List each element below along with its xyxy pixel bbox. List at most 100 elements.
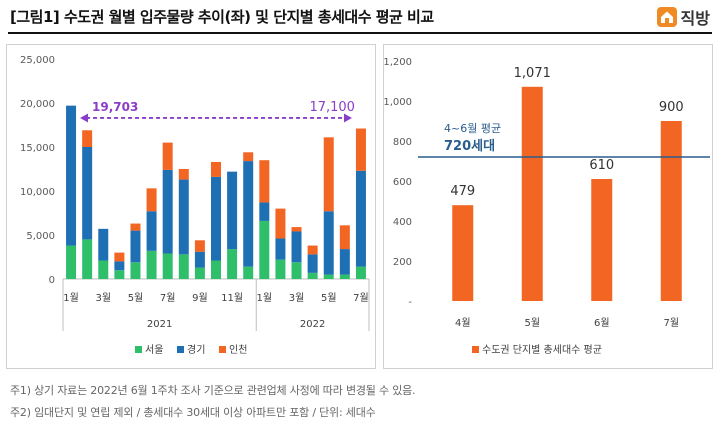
monthly-supply-chart: 0 5,000 10,000 15,000 20,000 25,000 1월 3월 5월 7월 9월…	[20, 55, 370, 356]
bar-avg-units	[591, 179, 613, 301]
bar-인천	[211, 161, 221, 177]
x-tick-label: 5월	[128, 292, 144, 304]
bar-인천	[307, 245, 318, 255]
y-tick-label: 1,200	[384, 57, 412, 68]
first-total-label: 19,703	[92, 100, 138, 114]
bar-서울	[114, 270, 125, 279]
avg-units-chart: - 200 400 600 800 1,000 1,200 479 4월 1,071 5월 610 6월…	[383, 57, 710, 356]
x-tick-label: 9월	[192, 292, 208, 304]
legend-swatch-인천	[219, 346, 226, 353]
bar-서울	[259, 220, 270, 279]
average-label-line1: 4~6월 평균	[444, 122, 501, 135]
data-label: 479	[450, 184, 475, 199]
legend-swatch-avg-units	[472, 346, 479, 353]
legend-swatch-경기	[177, 346, 184, 353]
x-tick-label: 3월	[289, 292, 305, 304]
bar-서울	[146, 250, 157, 279]
y-tick-label: 25,000	[20, 55, 55, 66]
legend-label-avg-units: 수도권 단지별 총세대수 평균	[482, 344, 602, 356]
bar-경기	[146, 211, 157, 251]
brand-name: 직방	[680, 9, 710, 28]
bar-경기	[162, 169, 173, 254]
bar-서울	[275, 259, 286, 279]
bar-경기	[66, 105, 77, 246]
bar-서울	[66, 245, 77, 279]
footnote-1: 주1) 상기 자료는 2022년 6월 1주차 조사 기준으로 관련업체 사정에…	[10, 384, 416, 397]
bar-인천	[323, 137, 334, 212]
x-tick-label: 7월	[353, 292, 369, 304]
last-total-label: 17,100	[309, 100, 355, 115]
legend-label-서울: 서울	[145, 344, 163, 356]
bar-경기	[211, 176, 221, 261]
legend-label-인천: 인천	[229, 344, 247, 356]
y-tick-label: 0	[49, 275, 55, 286]
x-tick-label: 7월	[663, 317, 679, 329]
bar-인천	[355, 128, 366, 171]
x-tick-label: 5월	[321, 292, 337, 304]
x-tick-label: 1월	[257, 292, 273, 304]
bar-인천	[146, 188, 157, 212]
y-tick-label: 5,000	[26, 231, 55, 242]
bar-인천	[339, 225, 350, 250]
bar-경기	[243, 161, 254, 267]
average-label-line2: 720세대	[444, 139, 495, 154]
avg-units-chart-panel: - 200 400 600 800 1,000 1,200 479 4월 1,071 5월 610 6월…	[383, 44, 713, 369]
bar-경기	[98, 228, 109, 261]
bar-경기	[275, 238, 286, 260]
y-tick-label: 10,000	[20, 187, 55, 198]
bar-인천	[82, 130, 93, 147]
bar-서울	[243, 266, 254, 279]
monthly-supply-chart-panel: 0 5,000 10,000 15,000 20,000 25,000 1월 3월 5월 7월 9월…	[6, 44, 376, 369]
bar-인천	[275, 208, 286, 239]
figure-title: [그림1] 수도권 월별 입주물량 추이(좌) 및 단지별 총세대수 평균 비교	[10, 8, 434, 26]
bar-서울	[227, 249, 238, 279]
arrow-head-left-icon	[80, 113, 89, 123]
bar-경기	[114, 261, 125, 271]
x-tick-label: 5월	[524, 317, 540, 329]
bar-서울	[130, 262, 141, 279]
year-label: 2022	[300, 319, 325, 330]
bar-경기	[259, 202, 270, 221]
arrow-head-right-icon	[343, 113, 352, 123]
x-tick-label: 6월	[594, 317, 610, 329]
bar-서울	[355, 266, 366, 279]
bar-서울	[194, 267, 205, 279]
bar-인천	[259, 160, 270, 203]
y-tick-label: -	[408, 297, 412, 308]
bar-서울	[339, 274, 350, 279]
y-tick-label: 600	[393, 177, 412, 188]
bar-경기	[227, 171, 238, 250]
bar-인천	[178, 169, 189, 180]
x-tick-label: 11월	[221, 292, 243, 304]
x-tick-label: 1월	[63, 292, 79, 304]
bar-서울	[162, 253, 173, 279]
bar-인천	[291, 227, 302, 232]
data-label: 610	[589, 158, 614, 173]
data-label: 900	[659, 100, 684, 115]
bar-인천	[114, 252, 125, 262]
bar-avg-units	[521, 86, 543, 301]
footnote-2: 주2) 임대단지 및 연립 제외 / 총세대수 30세대 이상 아파트만 포함 …	[10, 406, 376, 419]
data-label: 1,071	[514, 66, 551, 81]
y-tick-label: 15,000	[20, 143, 55, 154]
bar-인천	[243, 152, 254, 162]
house-logo-icon	[656, 7, 677, 27]
bar-경기	[291, 231, 302, 263]
bar-경기	[178, 179, 189, 255]
y-tick-label: 400	[393, 217, 412, 228]
y-tick-label: 20,000	[20, 99, 55, 110]
bar-경기	[82, 147, 93, 240]
brand-logo: 직방	[656, 4, 710, 30]
x-tick-label: 7월	[160, 292, 176, 304]
legend-label-경기: 경기	[187, 343, 205, 356]
legend-swatch-서울	[135, 346, 142, 353]
title-divider	[8, 32, 712, 34]
bar-서울	[291, 262, 302, 279]
bar-avg-units	[452, 205, 474, 301]
bar-경기	[339, 249, 350, 275]
bar-서울	[307, 272, 318, 279]
bar-인천	[162, 142, 173, 170]
bar-인천	[194, 240, 205, 252]
bar-서울	[82, 239, 93, 279]
bar-경기	[130, 230, 141, 263]
